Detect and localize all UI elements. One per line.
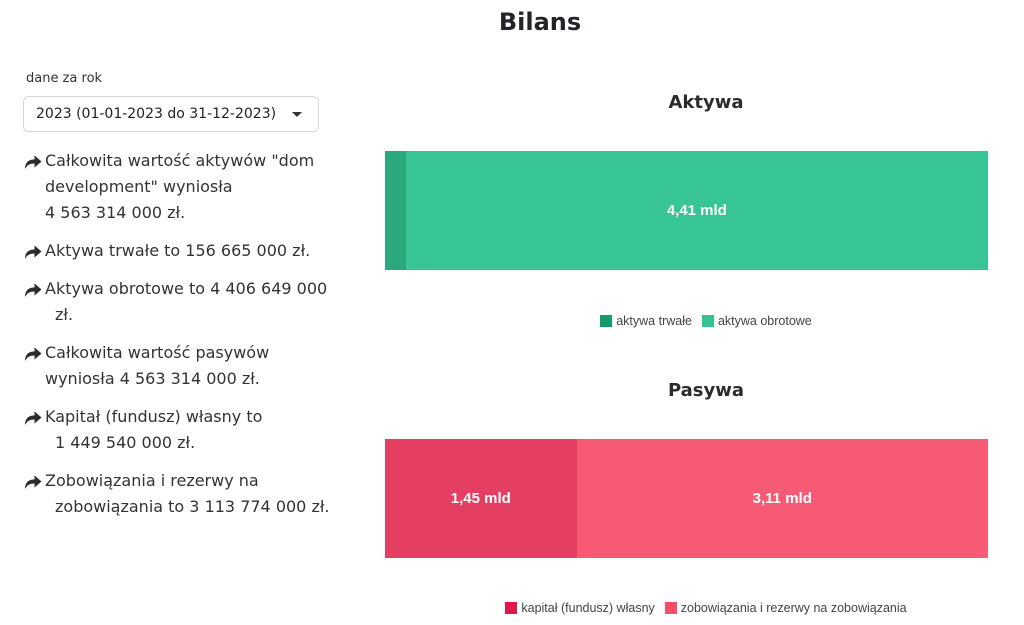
chevron-down-icon xyxy=(292,111,302,117)
bar-aktywa: 4,41 mld xyxy=(385,151,988,270)
facts-list: Całkowita wartość aktywów "dom developmen… xyxy=(24,148,344,532)
fact-text: development" wyniosła xyxy=(45,177,233,196)
fact-text: Kapitał (fundusz) własny to xyxy=(45,407,263,426)
legend-item[interactable]: zobowiązania i rezerwy na zobowiązania xyxy=(664,601,907,615)
data-label: 4,41 mld xyxy=(666,202,727,219)
fact-text: Całkowita wartość pasywów xyxy=(45,343,270,362)
legend-label: aktywa obrotowe xyxy=(717,314,812,328)
legend-pasywa: kapitał (fundusz) własny zobowiązania i r… xyxy=(385,601,1024,615)
share-arrow-icon xyxy=(24,408,42,425)
fact-text: zł. xyxy=(55,305,74,324)
share-arrow-icon xyxy=(24,472,42,489)
legend-item[interactable]: aktywa trwałe xyxy=(600,314,692,328)
share-arrow-icon xyxy=(24,280,42,297)
year-select-value: 2023 (01-01-2023 do 31-12-2023) xyxy=(36,106,277,122)
legend-item[interactable]: aktywa obrotowe xyxy=(701,314,812,328)
bar-segment-1-0[interactable]: 1,45 mld xyxy=(385,439,577,558)
year-select[interactable]: 2023 (01-01-2023 do 31-12-2023) xyxy=(23,96,319,132)
fact-item: Kapitał (fundusz) własny to 1 449 540 000… xyxy=(24,404,344,456)
fact-text: Aktywa trwałe to 156 665 000 zł. xyxy=(45,241,311,260)
legend-swatch xyxy=(505,602,518,614)
fact-item: Aktywa trwałe to 156 665 000 zł. xyxy=(24,238,344,264)
share-arrow-icon xyxy=(24,242,42,259)
fact-item: Całkowita wartość aktywów "dom developmen… xyxy=(24,148,344,226)
legend-label: kapitał (fundusz) własny xyxy=(521,601,655,615)
share-arrow-icon xyxy=(24,152,42,169)
fact-text: Aktywa obrotowe to 4 406 649 000 xyxy=(45,279,328,298)
data-label: 3,11 mld xyxy=(752,490,812,507)
fact-item: Całkowita wartość pasywów wyniosła 4 563 … xyxy=(24,340,344,392)
bar-segment-0-1[interactable]: 4,41 mld xyxy=(405,151,988,270)
fact-text: Całkowita wartość aktywów "dom xyxy=(45,151,315,170)
bar-segment-0-0[interactable] xyxy=(385,151,406,270)
legend-swatch xyxy=(600,315,613,327)
bar-segment-1-1[interactable]: 3,11 mld xyxy=(576,439,988,558)
legend-aktywa: aktywa trwałe aktywa obrotowe xyxy=(385,314,1024,328)
fact-text: zobowiązania to 3 113 774 000 zł. xyxy=(55,497,330,516)
legend-swatch xyxy=(701,315,714,327)
bar-pasywa: 1,45 mld 3,11 mld xyxy=(385,439,988,558)
fact-item: Aktywa obrotowe to 4 406 649 000 zł. xyxy=(24,276,344,328)
fact-item: Zobowiązania i rezerwy na zobowiązania to… xyxy=(24,468,344,520)
chart-title-pasywa: Pasywa xyxy=(667,380,745,401)
fact-text: wyniosła 4 563 314 000 zł. xyxy=(45,369,260,388)
legend-swatch xyxy=(664,602,677,614)
legend-item[interactable]: kapitał (fundusz) własny xyxy=(505,601,655,615)
legend-label: aktywa trwałe xyxy=(616,314,692,328)
legend-label: zobowiązania i rezerwy na zobowiązania xyxy=(680,601,907,615)
chart-title-aktywa: Aktywa xyxy=(668,92,744,113)
fact-text: 1 449 540 000 zł. xyxy=(55,433,196,452)
fact-text: Zobowiązania i rezerwy na xyxy=(45,471,259,490)
data-label: 1,45 mld xyxy=(450,490,511,507)
fact-text: 4 563 314 000 zł. xyxy=(45,203,186,222)
page-title: Bilans xyxy=(498,8,582,36)
year-label: dane za rok xyxy=(26,71,103,86)
share-arrow-icon xyxy=(24,344,42,361)
